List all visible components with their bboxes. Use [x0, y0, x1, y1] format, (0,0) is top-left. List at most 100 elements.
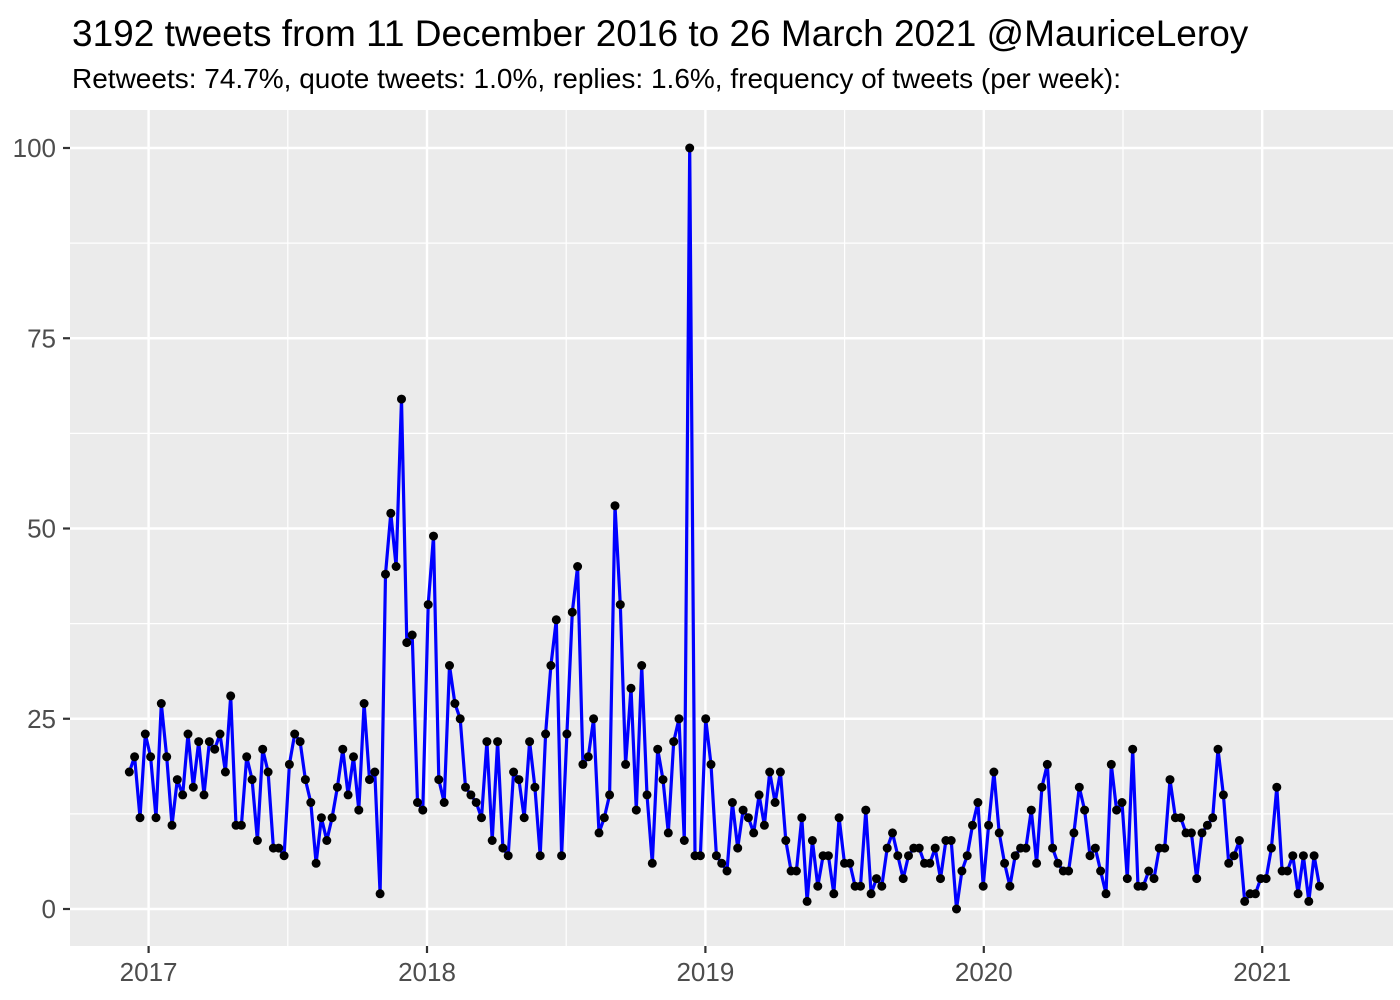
data-point: [1229, 851, 1239, 861]
data-point: [519, 813, 529, 823]
data-point: [754, 790, 764, 800]
data-point: [391, 562, 401, 571]
data-point: [861, 805, 871, 815]
data-point: [354, 805, 364, 815]
data-point: [1176, 813, 1186, 823]
data-point: [1080, 805, 1090, 815]
data-point: [914, 843, 924, 853]
data-point: [562, 729, 572, 739]
data-point: [1064, 866, 1074, 876]
data-point: [434, 775, 444, 785]
data-point: [888, 828, 897, 838]
data-point: [455, 714, 465, 724]
data-point: [695, 851, 705, 861]
data-point: [807, 836, 817, 845]
data-point: [236, 820, 246, 830]
data-point: [1117, 798, 1127, 807]
data-point: [140, 729, 150, 739]
data-point: [973, 798, 983, 807]
data-point: [1053, 858, 1063, 868]
major-gridlines: [70, 110, 1393, 946]
data-point: [1218, 790, 1228, 800]
data-point: [466, 790, 476, 800]
data-point: [989, 767, 999, 777]
data-point: [530, 782, 540, 792]
data-point: [1021, 843, 1031, 853]
data-point: [167, 820, 177, 830]
chart-title: 3192 tweets from 11 December 2016 to 26 …: [72, 13, 1249, 54]
data-point: [647, 858, 657, 868]
data-point: [1160, 843, 1170, 853]
data-point: [423, 600, 433, 610]
data-point: [701, 714, 711, 724]
data-point: [535, 851, 545, 861]
data-point: [834, 813, 844, 823]
data-point: [626, 683, 636, 693]
data-point: [1048, 843, 1058, 853]
data-point: [952, 904, 961, 914]
data-point: [1266, 843, 1276, 853]
data-point: [1106, 759, 1116, 769]
data-point: [290, 729, 300, 739]
data-point: [845, 858, 855, 868]
data-point: [1197, 828, 1207, 838]
data-point: [936, 874, 945, 884]
data-point: [904, 851, 913, 861]
data-point: [669, 737, 679, 747]
data-point: [210, 744, 220, 754]
data-point: [445, 661, 454, 670]
data-point: [311, 858, 321, 868]
data-point: [407, 630, 417, 640]
data-point: [823, 851, 833, 861]
data-point: [306, 798, 316, 807]
data-point: [733, 843, 743, 853]
data-point: [124, 767, 134, 777]
data-point: [359, 699, 369, 708]
data-point: [146, 752, 156, 762]
data-point: [1032, 858, 1042, 868]
data-point: [925, 858, 935, 868]
data-point: [872, 874, 881, 884]
data-point: [386, 508, 396, 518]
data-point: [247, 775, 257, 785]
data-point: [1240, 896, 1250, 906]
data-point: [1298, 851, 1308, 861]
data-point: [1272, 782, 1282, 792]
data-point: [1202, 820, 1212, 830]
data-point: [679, 836, 689, 845]
data-point: [1208, 813, 1218, 823]
data-point: [642, 790, 652, 800]
data-point: [1192, 874, 1202, 884]
data-point: [663, 828, 673, 838]
data-point: [930, 843, 940, 853]
data-point: [674, 714, 684, 724]
data-point: [1069, 828, 1079, 838]
data-point: [183, 729, 193, 739]
data-point: [877, 881, 887, 891]
data-point: [365, 775, 374, 785]
data-point: [546, 661, 556, 670]
data-point: [770, 798, 780, 807]
data-point: [332, 782, 342, 792]
x-axis-tick-labels: 2017 2018 2019 2020 2021: [120, 957, 1291, 987]
data-point: [482, 737, 492, 747]
axis-tick-marks: [63, 146, 1264, 953]
x-tick-label: 2018: [398, 957, 456, 987]
data-point: [1000, 858, 1010, 868]
data-point: [1282, 866, 1292, 876]
data-point: [743, 813, 753, 823]
data-point: [215, 729, 225, 739]
data-point: [1234, 836, 1244, 845]
data-point: [327, 813, 337, 823]
data-point: [797, 813, 807, 823]
data-point: [242, 752, 252, 762]
data-point: [1037, 782, 1047, 792]
data-point: [188, 782, 198, 792]
data-point: [1122, 874, 1132, 884]
data-point: [968, 820, 977, 830]
data-point: [578, 759, 588, 769]
y-tick-label: 25: [27, 704, 56, 734]
data-point: [1085, 851, 1095, 861]
